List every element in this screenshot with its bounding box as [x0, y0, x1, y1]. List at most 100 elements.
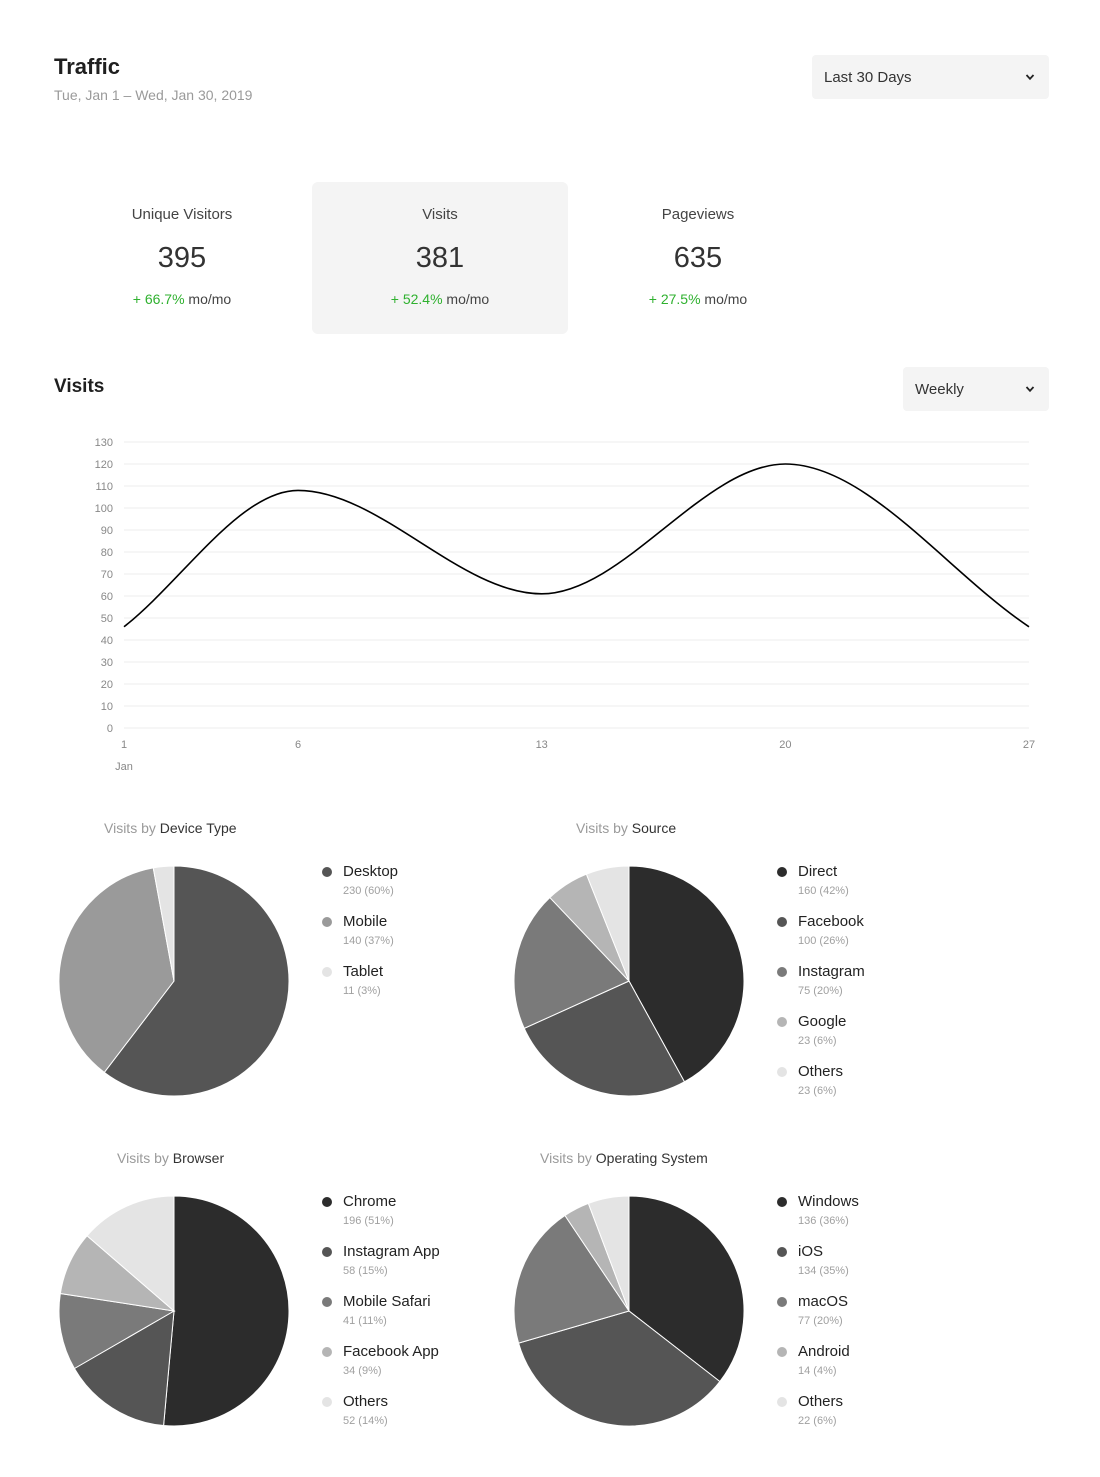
legend-label: Desktop — [343, 863, 399, 880]
page-title: Traffic — [54, 54, 121, 79]
legend-label: Others — [343, 1393, 389, 1410]
pie-slice-others[interactable] — [587, 1195, 630, 1312]
source-pie-chart — [513, 865, 745, 1097]
legend-item[interactable]: Instagram 75 (20%) — [776, 963, 976, 1013]
legend-item[interactable]: Facebook App 34 (9%) — [321, 1343, 521, 1393]
legend-value: 196 (51%) — [343, 1215, 394, 1227]
y-tick-label: 100 — [95, 503, 113, 515]
legend-label: Facebook — [798, 913, 864, 930]
pie-slice-mobile[interactable] — [58, 867, 175, 1074]
date-range-select[interactable]: Last 30 Days — [812, 55, 1049, 99]
pie-title-prefix: Visits by — [104, 820, 156, 836]
legend-dot-icon — [777, 1347, 787, 1357]
pie-title-subject: Source — [631, 820, 677, 836]
legend-label: Android — [798, 1343, 850, 1360]
legend-label: Instagram App — [343, 1243, 440, 1260]
legend-label: Google — [798, 1013, 847, 1030]
legend-item[interactable]: Mobile Safari 41 (11%) — [321, 1293, 521, 1343]
kpi-value: 635 — [673, 242, 723, 274]
legend-item[interactable]: Mobile 140 (37%) — [321, 913, 521, 963]
legend-item[interactable]: Others 22 (6%) — [776, 1393, 976, 1443]
y-tick-label: 60 — [101, 591, 113, 603]
legend-label: Mobile Safari — [343, 1293, 431, 1310]
legend-value: 58 (15%) — [343, 1265, 388, 1277]
legend-value: 34 (9%) — [343, 1365, 382, 1377]
legend-item[interactable]: Chrome 196 (51%) — [321, 1193, 521, 1243]
kpi-label: Pageviews — [661, 206, 735, 223]
legend-item[interactable]: Others 52 (14%) — [321, 1393, 521, 1443]
pie-slice-instagram[interactable] — [513, 896, 630, 1030]
legend-item[interactable]: Desktop 230 (60%) — [321, 863, 521, 913]
visits-line-chart: 0 10 20 30 40 50 60 70 80 90 100 110 120 130 1 6 13 20 27 J… — [95, 437, 1035, 773]
x-tick-label: 27 — [1023, 739, 1035, 751]
legend-item[interactable]: Windows 136 (36%) — [776, 1193, 976, 1243]
legend-value: 160 (42%) — [798, 885, 849, 897]
legend-value: 100 (26%) — [798, 935, 849, 947]
legend-dot-icon — [777, 1297, 787, 1307]
legend-dot-icon — [777, 1017, 787, 1027]
legend-value: 136 (36%) — [798, 1215, 849, 1227]
x-tick-label: 6 — [295, 739, 301, 751]
legend-value: 140 (37%) — [343, 935, 394, 947]
y-tick-label: 110 — [95, 481, 113, 493]
pie-slice-mobile-safari[interactable] — [58, 1292, 176, 1370]
y-tick-label: 20 — [101, 679, 113, 691]
kpi-value: 395 — [157, 242, 207, 274]
pie-slice-others[interactable] — [86, 1195, 175, 1313]
legend-item[interactable]: Google 23 (6%) — [776, 1013, 976, 1063]
y-tick-label: 10 — [101, 701, 113, 713]
legend-item[interactable]: Instagram App 58 (15%) — [321, 1243, 521, 1293]
legend-item[interactable]: Android 14 (4%) — [776, 1343, 976, 1393]
kpi-label: Visits — [422, 206, 458, 223]
legend-value: 14 (4%) — [798, 1365, 837, 1377]
legend-dot-icon — [322, 1297, 332, 1307]
operating-system-legend: Windows 136 (36%) iOS 134 (35%) macOS 77 (20%… — [776, 1193, 976, 1443]
pie-slice-tablet[interactable] — [152, 865, 175, 982]
legend-dot-icon — [322, 1347, 332, 1357]
x-tick-label: 20 — [779, 739, 791, 751]
kpi-pageviews[interactable]: Pageviews 635 + 27.5% mo/mo — [570, 182, 826, 334]
pie-title-subject: Browser — [172, 1150, 225, 1166]
legend-value: 41 (11%) — [343, 1315, 387, 1327]
pie-slice-instagram-app[interactable] — [73, 1310, 175, 1427]
pie-slice-desktop[interactable] — [103, 865, 290, 1097]
legend-value: 11 (3%) — [343, 985, 381, 997]
kpi-change-percent: + 27.5% — [648, 291, 701, 307]
kpi-change-percent: + 66.7% — [132, 291, 185, 307]
legend-dot-icon — [777, 1397, 787, 1407]
legend-value: 75 (20%) — [798, 985, 843, 997]
y-tick-label: 30 — [101, 657, 113, 669]
kpi-visits[interactable]: Visits 381 + 52.4% mo/mo — [312, 182, 568, 334]
legend-item[interactable]: Facebook 100 (26%) — [776, 913, 976, 963]
pie-slice-others[interactable] — [585, 865, 630, 982]
legend-item[interactable]: macOS 77 (20%) — [776, 1293, 976, 1343]
x-axis-sublabel: Jan — [115, 761, 133, 773]
visits-series-line — [123, 463, 1030, 628]
pie-slice-direct[interactable] — [628, 865, 745, 1083]
legend-item[interactable]: Direct 160 (42%) — [776, 863, 976, 913]
pie-slice-facebook[interactable] — [523, 980, 686, 1097]
legend-label: Direct — [798, 863, 838, 880]
legend-value: 77 (20%) — [798, 1315, 843, 1327]
legend-label: Others — [798, 1393, 844, 1410]
kpi-value: 381 — [415, 242, 465, 274]
legend-label: Chrome — [343, 1193, 397, 1210]
pie-slice-chrome[interactable] — [163, 1195, 290, 1427]
legend-label: Tablet — [343, 963, 384, 980]
pie-slice-ios[interactable] — [517, 1310, 721, 1427]
legend-item[interactable]: Tablet 11 (3%) — [321, 963, 521, 1013]
legend-value: 23 (6%) — [798, 1085, 837, 1097]
y-tick-label: 90 — [101, 525, 113, 537]
legend-dot-icon — [322, 1197, 332, 1207]
pie-slice-windows[interactable] — [628, 1195, 745, 1383]
pie-title-browser: Visits by Browser — [117, 1150, 224, 1166]
interval-select[interactable]: Weekly — [903, 367, 1049, 411]
x-tick-label: 13 — [536, 739, 548, 751]
legend-item[interactable]: iOS 134 (35%) — [776, 1243, 976, 1293]
kpi-change-percent: + 52.4% — [390, 291, 443, 307]
kpi-unique-visitors[interactable]: Unique Visitors 395 + 66.7% mo/mo — [54, 182, 310, 334]
y-tick-label: 120 — [95, 459, 113, 471]
legend-dot-icon — [777, 1067, 787, 1077]
pie-slice-macos[interactable] — [513, 1214, 630, 1344]
legend-item[interactable]: Others 23 (6%) — [776, 1063, 976, 1113]
